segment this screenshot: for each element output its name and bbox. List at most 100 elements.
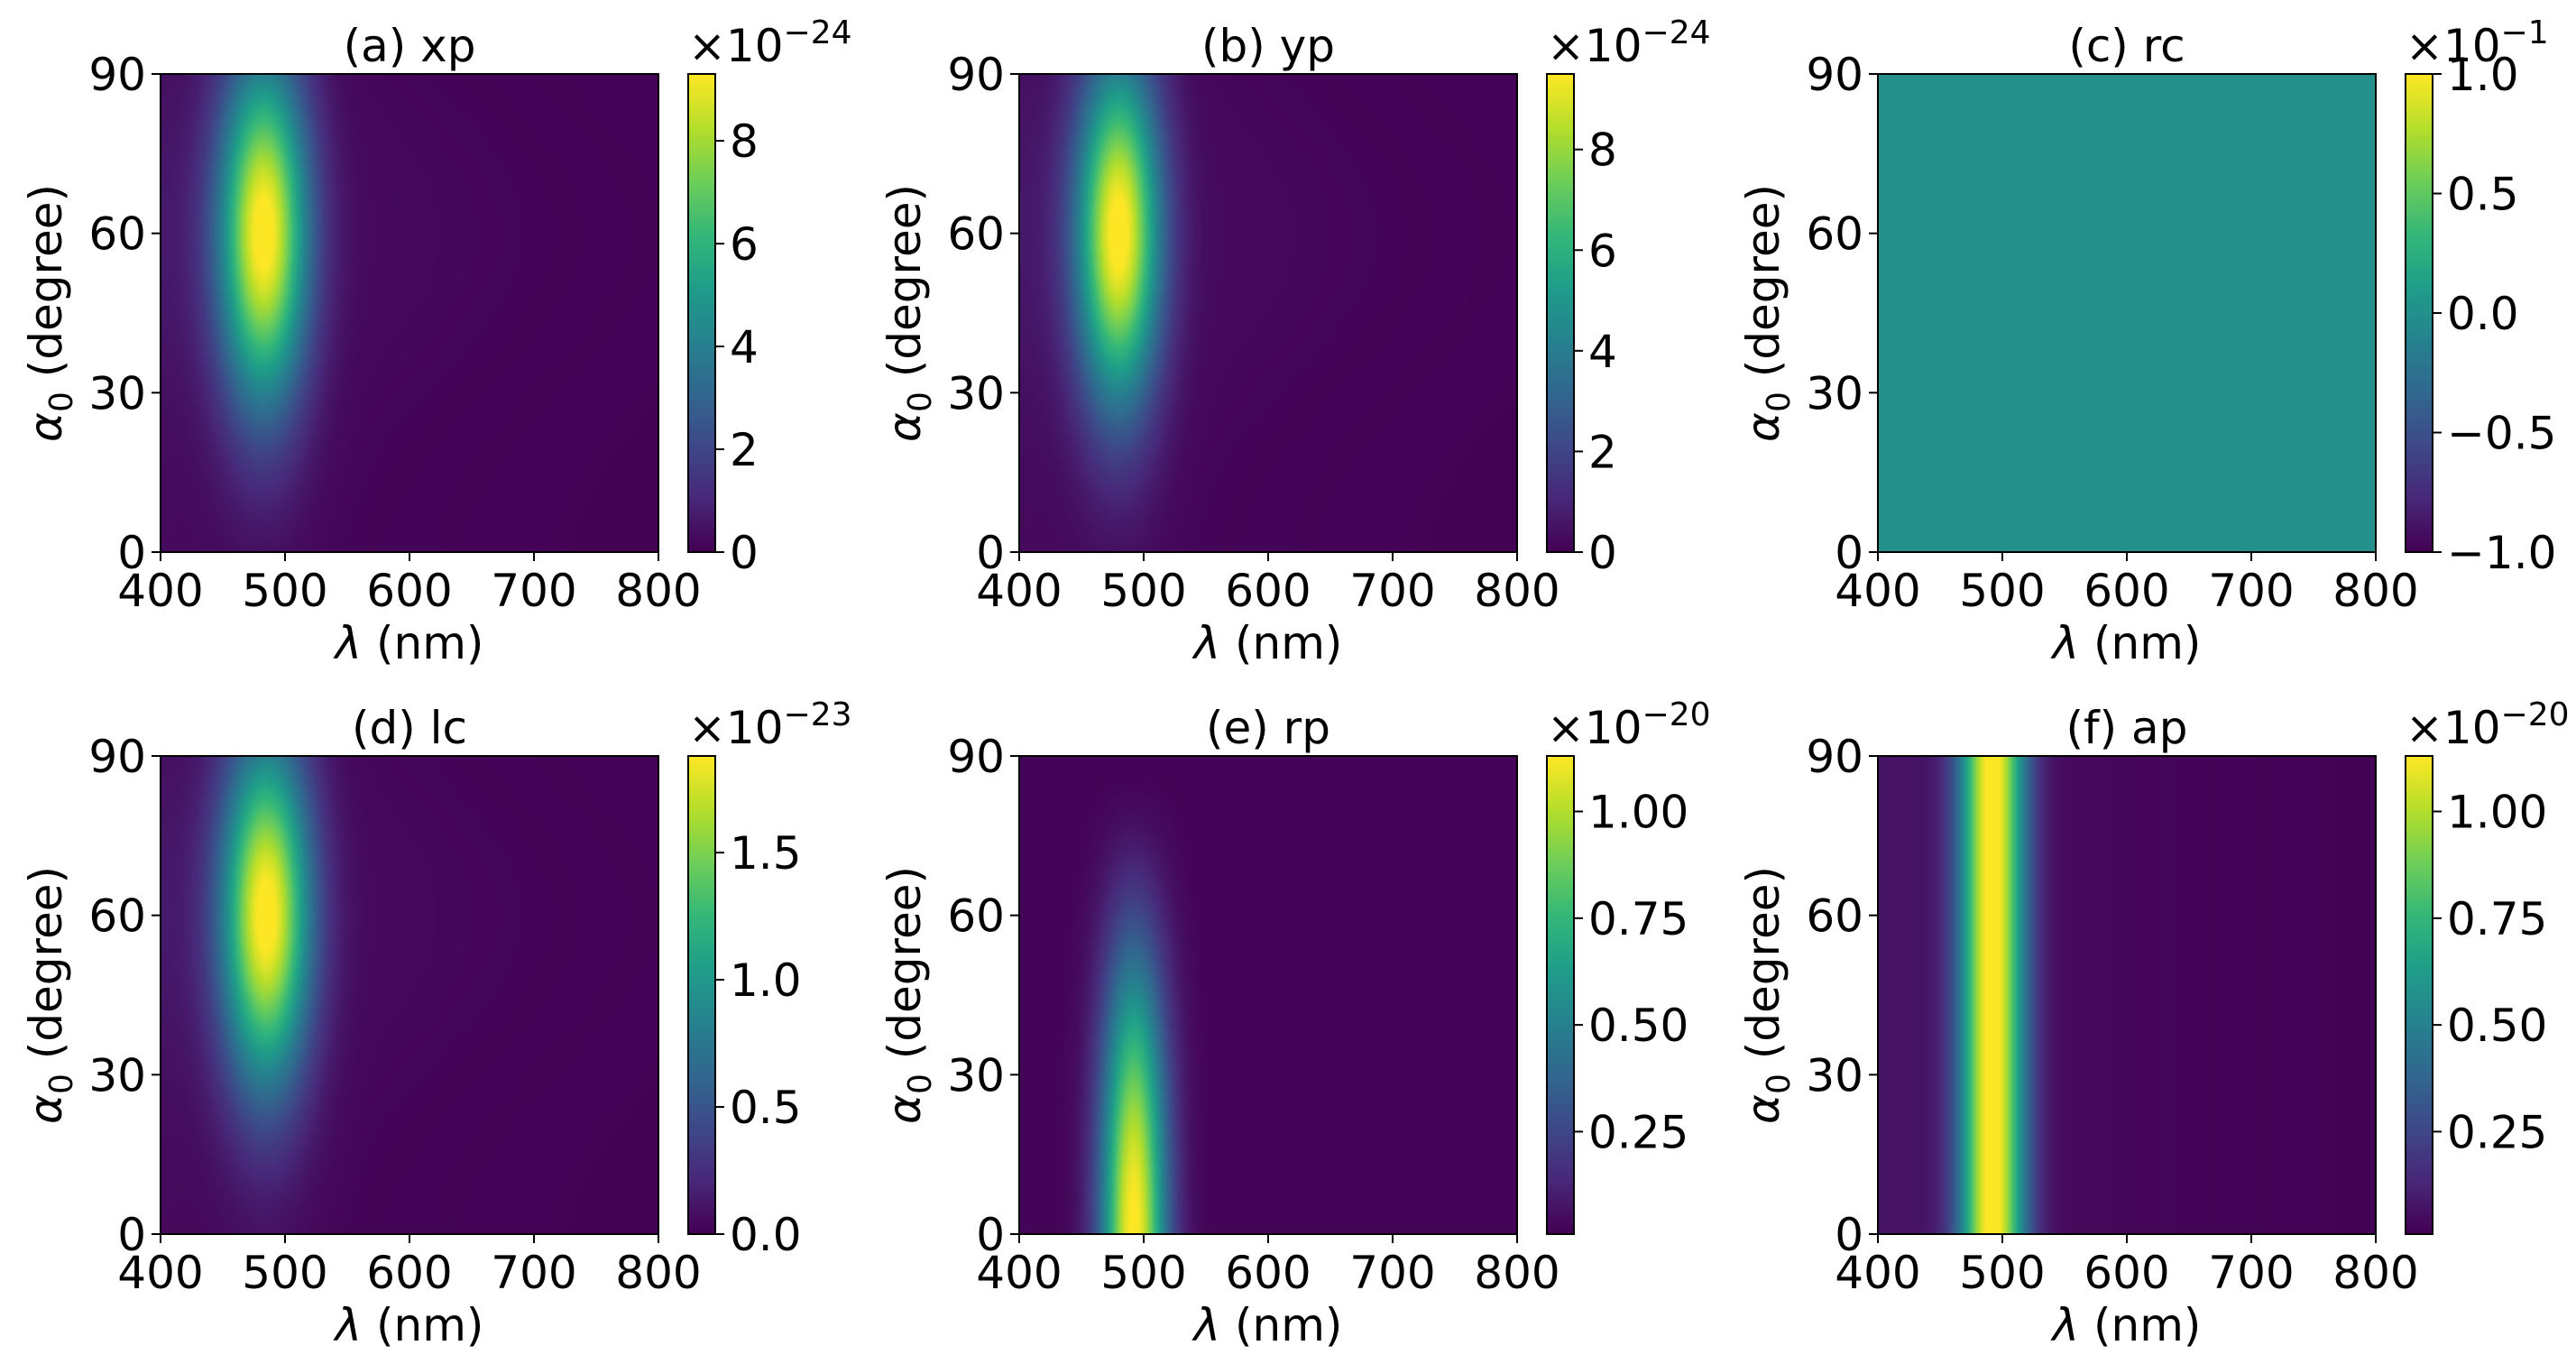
colorbar-tick-label: 2 (1588, 426, 1617, 478)
x-tick-label: 700 (491, 1247, 576, 1299)
colorbar-tick-label: 2 (730, 424, 759, 476)
x-tick-label: 700 (2208, 565, 2294, 617)
x-tick-label: 600 (2084, 565, 2169, 617)
heatmap-image (1019, 756, 1517, 1234)
colorbar-tick-label: 0.5 (2447, 169, 2519, 221)
x-axis-label: λ (nm) (333, 1299, 484, 1351)
panel-title: (d) lc (352, 702, 467, 754)
colorbar (1547, 74, 1574, 552)
colorbar (1547, 756, 1574, 1234)
colorbar-tick-label: 8 (1588, 124, 1617, 177)
heatmap-image (1019, 74, 1517, 552)
y-tick-label: 90 (1806, 49, 1863, 101)
x-tick-label: 700 (1349, 1247, 1435, 1299)
x-tick-label: 500 (1100, 1247, 1186, 1299)
y-tick-label: 30 (947, 1049, 1005, 1101)
x-tick-label: 600 (1225, 1247, 1311, 1299)
y-tick-label: 30 (88, 1049, 146, 1101)
colorbar-exponent: ×10−24 (688, 14, 852, 72)
panel-title: (e) rp (1206, 702, 1330, 754)
colorbar-exponent: ×10−20 (1547, 696, 1711, 754)
panel-title: (a) xp (344, 20, 476, 72)
heatmap-image (161, 756, 658, 1234)
colorbar-tick-label: 4 (730, 321, 759, 373)
x-tick-label: 800 (615, 565, 701, 617)
y-tick-label: 90 (1806, 731, 1863, 783)
panel-d: (d) lc 400 500 600 700 800 0 30 60 90 λ (nm) α0 (de… (20, 696, 852, 1351)
y-tick-label: 0 (976, 1209, 1005, 1261)
x-tick-label: 500 (242, 565, 327, 617)
x-axis-label: λ (nm) (1191, 1299, 1343, 1351)
colorbar (2406, 74, 2433, 552)
colorbar-tick-label: 1.00 (1588, 787, 1688, 839)
y-tick-label: 0 (976, 527, 1005, 579)
panel-f: (f) ap 400 500 600 700 800 0 30 60 90 λ (nm) α0 (de… (1737, 696, 2570, 1351)
y-tick-label: 90 (947, 49, 1005, 101)
colorbar-tick-label: 0.25 (2447, 1106, 2547, 1158)
y-tick-label: 0 (117, 1209, 146, 1261)
y-tick-label: 60 (947, 208, 1005, 261)
colorbar-tick-label: 6 (730, 218, 759, 271)
y-tick-label: 60 (1806, 208, 1863, 261)
y-tick-label: 60 (1806, 890, 1863, 943)
colorbar-frame (687, 73, 716, 553)
y-tick-label: 90 (947, 731, 1005, 783)
colorbar-tick-label: 0.0 (730, 1209, 802, 1261)
x-tick-label: 700 (491, 565, 576, 617)
x-tick-label: 500 (1100, 565, 1186, 617)
colorbar-exponent: ×10−24 (1547, 14, 1711, 72)
y-tick-label: 60 (947, 890, 1005, 943)
colorbar-tick-label: 0.75 (2447, 893, 2547, 945)
colorbar-tick-label: −0.5 (2447, 408, 2556, 460)
colorbar-tick-label: 0 (1588, 527, 1617, 579)
x-tick-label: 400 (117, 565, 203, 617)
x-tick-label: 600 (366, 1247, 452, 1299)
heatmap-image (1878, 74, 2376, 552)
x-tick-label: 800 (615, 1247, 701, 1299)
colorbar (688, 74, 715, 552)
colorbar-tick-label: 0.0 (2447, 288, 2519, 340)
y-axis-label: α0 (degree) (1737, 866, 1798, 1124)
x-tick-label: 800 (2332, 1247, 2418, 1299)
colorbar-exponent: ×10−23 (688, 696, 852, 754)
colorbar-frame (1546, 755, 1575, 1235)
y-tick-label: 30 (1806, 1049, 1863, 1101)
y-axis-label: α0 (degree) (879, 866, 939, 1124)
y-tick-label: 60 (88, 890, 146, 943)
y-tick-label: 0 (1835, 1209, 1863, 1261)
y-tick-label: 90 (88, 731, 146, 783)
panel-title: (b) yp (1201, 20, 1335, 72)
colorbar-frame (687, 755, 716, 1235)
colorbar-exponent: ×10−1 (2406, 14, 2549, 72)
x-tick-label: 800 (1474, 1247, 1559, 1299)
colorbar-tick-label: 8 (730, 115, 759, 168)
colorbar-tick-label: 4 (1588, 326, 1617, 378)
colorbar-tick-label: 1.0 (2447, 49, 2519, 101)
x-axis-label: λ (nm) (2050, 1299, 2202, 1351)
colorbar-tick-label: 6 (1588, 225, 1617, 277)
y-axis-label: α0 (degree) (20, 866, 80, 1124)
colorbar (2406, 756, 2433, 1234)
x-tick-label: 600 (366, 565, 452, 617)
colorbar-tick-label: 0 (730, 527, 759, 579)
colorbar-tick-label: 1.0 (730, 954, 802, 1007)
colorbar-tick-label: 0.5 (730, 1082, 802, 1134)
heatmap-image (161, 74, 658, 552)
y-tick-label: 60 (88, 208, 146, 261)
x-axis-label: λ (nm) (333, 617, 484, 669)
y-tick-label: 0 (117, 527, 146, 579)
y-axis-label: α0 (degree) (20, 184, 80, 442)
colorbar-tick-label: 0.25 (1588, 1106, 1688, 1158)
heatmap-image (1878, 756, 2376, 1234)
x-tick-label: 500 (1959, 565, 2045, 617)
colorbar-frame (1546, 73, 1575, 553)
colorbar-frame (2405, 755, 2433, 1235)
colorbar-tick-label: 0.50 (1588, 1000, 1688, 1052)
y-axis-label: α0 (degree) (879, 184, 939, 442)
y-axis-label: α0 (degree) (1737, 184, 1798, 442)
x-axis-label: λ (nm) (2050, 617, 2202, 669)
x-tick-label: 600 (2084, 1247, 2169, 1299)
